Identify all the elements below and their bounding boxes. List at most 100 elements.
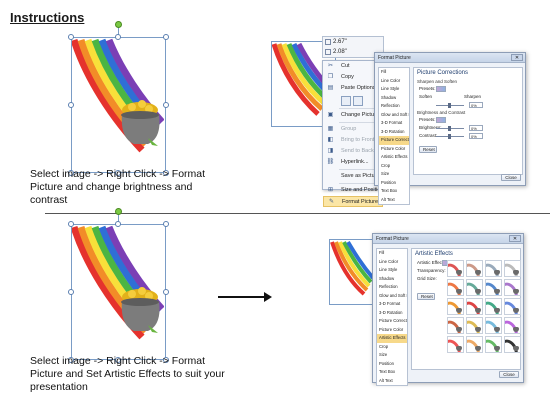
nav-item-picture-corrections[interactable]: Picture Corrections [379,136,409,145]
effect-thumb[interactable] [485,298,502,315]
effect-thumb[interactable] [466,260,483,277]
close-button[interactable]: Close [499,371,519,378]
effect-thumb[interactable] [504,317,521,334]
effect-thumb[interactable] [447,279,464,296]
nav-item-text-box[interactable]: Text Box [381,188,398,193]
resize-handle[interactable] [68,102,74,108]
nav-item-picture-corrections[interactable]: Picture Corrections [379,318,407,323]
nav-item-size[interactable]: Size [379,352,388,357]
nav-item-reflection[interactable]: Reflection [379,284,398,289]
nav-item-artistic-effects[interactable]: Artistic Effects [377,334,407,343]
nav-item-position[interactable]: Position [381,179,396,185]
resize-handle[interactable] [68,221,74,227]
nav-item-line-style[interactable]: Line Style [381,86,400,91]
nav-item-reflection[interactable]: Reflection [381,103,400,108]
menu-item-copy[interactable]: ❐ Copy [323,72,383,83]
resize-handle[interactable] [163,221,169,227]
dialog-close-button[interactable]: ✕ [509,235,521,242]
rotate-handle-1[interactable] [115,21,122,28]
menu-item-send-to-back[interactable]: ◨ Send to Back [323,146,383,157]
nav-item-fill[interactable]: Fill [379,250,385,255]
nav-item-size[interactable]: Size [381,171,390,176]
resize-handle[interactable] [115,170,121,176]
sharpen-label: Sharpen [464,94,482,99]
dialog-close-button[interactable]: ✕ [511,54,523,61]
menu-item-change-picture[interactable]: ▣ Change Picture... [323,110,384,121]
effect-thumb[interactable] [485,260,502,277]
nav-item-glow[interactable]: Glow and Soft Edges [381,111,409,117]
sharpen-slider[interactable] [436,103,464,108]
close-button[interactable]: Close [501,174,521,181]
presets-dropdown[interactable] [436,86,446,92]
effect-thumb[interactable] [485,317,502,334]
resize-handle[interactable] [163,289,169,295]
nav-item-shadow[interactable]: Shadow [379,275,395,281]
nav-item-picture-color[interactable]: Picture Color [379,326,404,332]
effect-thumb[interactable] [485,336,502,353]
resize-handle[interactable] [115,34,121,40]
resize-handle[interactable] [163,34,169,40]
nav-item-crop[interactable]: Crop [381,162,391,168]
effect-thumb[interactable] [504,279,521,296]
brightness-value[interactable]: 0% [469,125,483,131]
resize-handle[interactable] [68,357,74,363]
resize-handle[interactable] [115,221,121,227]
menu-item-size-and-position[interactable]: ⊞ Size and Position... [323,185,388,196]
effect-thumb[interactable] [447,298,464,315]
effect-thumb[interactable] [466,298,483,315]
nav-item-crop[interactable]: Crop [379,343,389,349]
height-field[interactable]: 2.67" [323,37,383,47]
width-field[interactable]: 2.08" [323,47,383,57]
resize-handle[interactable] [68,34,74,40]
paste-picture-icon[interactable] [353,95,363,106]
menu-item-cut[interactable]: ✂ Cut [323,61,383,72]
effect-thumb[interactable] [504,336,521,353]
menu-item-paste-options: ▤ Paste Options: [323,83,383,94]
nav-item-3d-format[interactable]: 3-D Format [379,301,401,306]
brightness-presets-dropdown[interactable] [436,117,446,123]
nav-item-3d-rotation[interactable]: 3-D Rotation [379,309,403,315]
nav-item-glow[interactable]: Glow and Soft Edges [379,292,407,298]
resize-handle[interactable] [115,357,121,363]
resize-handle[interactable] [163,357,169,363]
menu-item-bring-to-front[interactable]: ◧ Bring to Front [323,135,383,146]
menu-item-group[interactable]: ▦ Group [323,124,383,135]
menu-item-save-as-picture[interactable]: Save as Picture... [323,171,384,182]
effect-thumb[interactable] [504,298,521,315]
effect-thumb[interactable] [485,279,502,296]
nav-item-alt-text[interactable]: Alt Text [381,196,395,202]
nav-item-position[interactable]: Position [379,360,394,366]
effect-thumb[interactable] [447,336,464,353]
nav-item-shadow[interactable]: Shadow [381,94,397,100]
nav-item-3d-rotation[interactable]: 3-D Rotation [381,128,405,134]
effect-thumb[interactable] [447,317,464,334]
effect-thumb[interactable] [447,260,464,277]
effect-thumb[interactable] [466,336,483,353]
nav-item-alt-text[interactable]: Alt Text [379,377,393,383]
nav-item-artistic-effects[interactable]: Artistic Effects [381,154,408,159]
nav-item-picture-color[interactable]: Picture Color [381,145,406,151]
brightness-slider[interactable] [436,126,464,131]
resize-handle[interactable] [163,170,169,176]
rotate-handle-2[interactable] [115,208,122,215]
effect-thumb[interactable] [466,279,483,296]
resize-handle[interactable] [68,289,74,295]
nav-item-3d-format[interactable]: 3-D Format [381,120,403,125]
sharpen-value[interactable]: 0% [469,102,483,108]
reset-button[interactable]: Reset [419,146,437,153]
nav-item-fill[interactable]: Fill [381,69,387,74]
resize-handle[interactable] [163,102,169,108]
effect-thumb[interactable] [466,317,483,334]
paste-keep-format-icon[interactable] [341,95,351,106]
menu-item-format-picture[interactable]: ✎ Format Picture... [323,196,383,207]
menu-item-hyperlink[interactable]: ⛓ Hyperlink... [323,157,383,168]
reset-button[interactable]: Reset [417,293,435,300]
nav-item-line-style[interactable]: Line Style [379,267,398,272]
contrast-value[interactable]: 0% [469,133,483,139]
contrast-slider[interactable] [436,134,464,139]
nav-item-text-box[interactable]: Text Box [379,369,396,374]
nav-item-line-color[interactable]: Line Color [379,258,399,264]
resize-handle[interactable] [68,170,74,176]
effect-thumb[interactable] [504,260,521,277]
nav-item-line-color[interactable]: Line Color [381,77,401,83]
